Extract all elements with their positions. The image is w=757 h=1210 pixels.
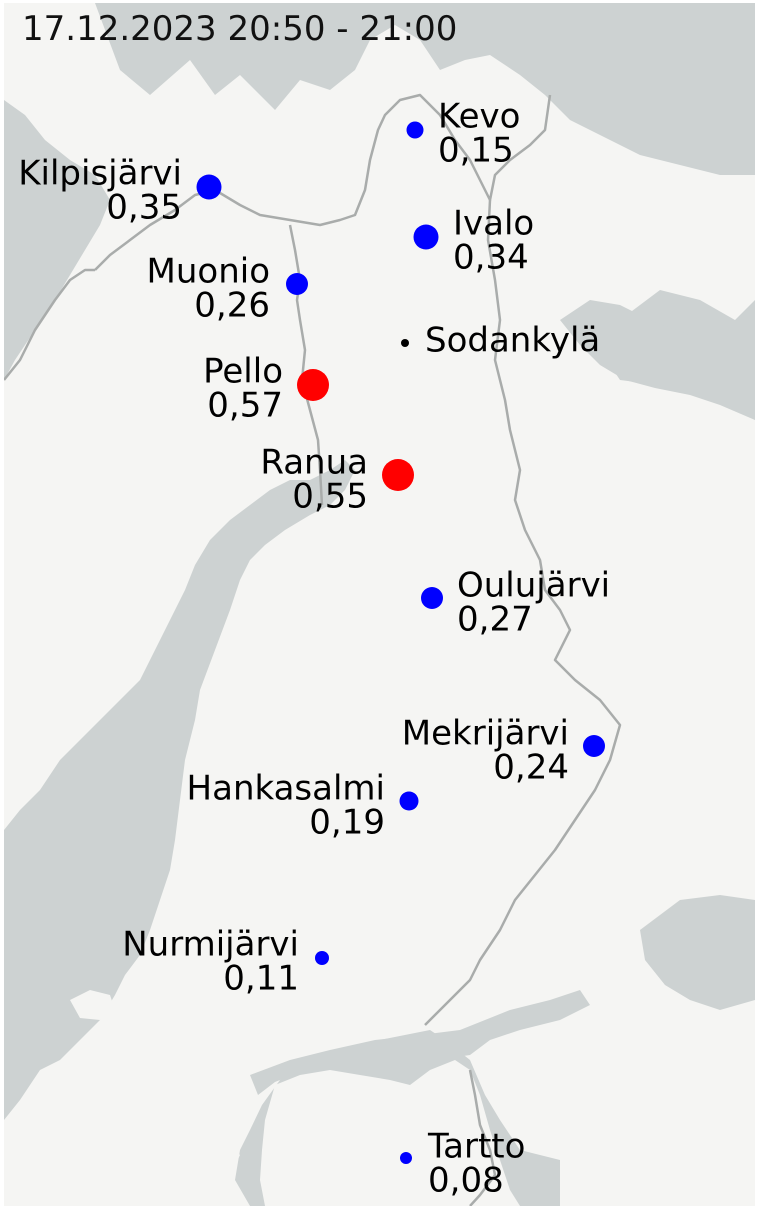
land-estonia: [260, 1060, 520, 1206]
station-name-label: Oulujärvi: [457, 566, 610, 606]
lake-ladoga: [640, 895, 755, 1010]
map-canvas: [4, 3, 755, 1206]
station-name-label: Kevo: [438, 97, 520, 137]
station-marker: [315, 951, 329, 965]
station-marker: [399, 791, 419, 811]
station-value-label: 0,11: [223, 959, 299, 999]
station-value-label: 0,27: [457, 600, 533, 640]
station-value-label: 0,15: [438, 131, 514, 171]
station-value-label: 0,55: [292, 477, 368, 517]
station-name-label: Tartto: [427, 1127, 525, 1167]
map-title: 17.12.2023 20:50 - 21:00: [22, 9, 457, 49]
station-name-label: Sodankylä: [425, 321, 600, 361]
station-value-label: 0,34: [453, 238, 529, 278]
station-name-label: Mekrijärvi: [402, 714, 569, 754]
land-aland: [70, 990, 115, 1020]
station-value-label: 0,35: [106, 188, 182, 228]
station-sodankyla: Sodankylä: [401, 321, 600, 361]
station-marker: [413, 224, 439, 250]
station-value-label: 0,57: [207, 386, 283, 426]
station-value-label: 0,19: [309, 803, 385, 843]
station-name-label: Ivalo: [453, 204, 534, 244]
sea-white: [560, 300, 755, 420]
country-borders: [4, 93, 622, 1206]
station-name-label: Nurmijärvi: [122, 925, 299, 965]
station-name-label: Pello: [203, 352, 283, 392]
station-value-label: 0,24: [493, 748, 569, 788]
station-marker: [583, 735, 605, 757]
sea-gulf-of-finland: [250, 990, 590, 1095]
land-mainland: [4, 3, 755, 1206]
station-marker: [406, 121, 424, 139]
station-marker: [297, 369, 329, 401]
station-marker: [286, 273, 308, 295]
station-marker: [401, 339, 409, 347]
station-name-label: Ranua: [260, 443, 368, 483]
station-marker: [382, 459, 414, 491]
station-marker: [421, 587, 443, 609]
station-name-label: Muonio: [147, 252, 270, 292]
station-value-label: 0,08: [428, 1161, 504, 1201]
station-name-label: Hankasalmi: [187, 769, 385, 809]
station-marker: [400, 1152, 412, 1164]
station-marker: [196, 174, 222, 200]
land-hiiumaa: [200, 1140, 240, 1175]
station-value-label: 0,26: [194, 286, 270, 326]
station-name-label: Kilpisjärvi: [18, 154, 182, 194]
